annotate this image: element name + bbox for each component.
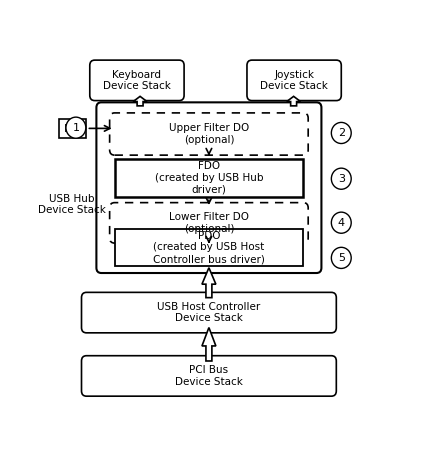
Bar: [137, 101, 143, 106]
FancyBboxPatch shape: [246, 60, 340, 101]
Circle shape: [66, 117, 86, 138]
Bar: [205, 344, 211, 361]
FancyBboxPatch shape: [81, 356, 336, 396]
Text: Upper Filter DO
(optional): Upper Filter DO (optional): [168, 123, 248, 145]
Text: PDO
(created by USB Host
Controller bus driver): PDO (created by USB Host Controller bus …: [153, 231, 264, 264]
Bar: [205, 282, 211, 298]
Text: 1: 1: [72, 122, 79, 133]
Circle shape: [331, 212, 351, 233]
Text: FDO
(created by USB Hub
driver): FDO (created by USB Hub driver): [154, 161, 262, 195]
Text: 4: 4: [337, 218, 344, 228]
Text: USB Hub
Device Stack: USB Hub Device Stack: [37, 194, 105, 215]
FancyArrow shape: [133, 96, 147, 106]
FancyBboxPatch shape: [89, 60, 184, 101]
Text: IRP: IRP: [64, 123, 82, 133]
FancyBboxPatch shape: [109, 113, 308, 155]
Circle shape: [331, 247, 351, 268]
FancyBboxPatch shape: [96, 102, 321, 273]
FancyArrow shape: [286, 96, 300, 106]
FancyBboxPatch shape: [109, 202, 308, 243]
Circle shape: [331, 122, 351, 143]
Text: 2: 2: [337, 128, 344, 138]
Text: PCI Bus
Device Stack: PCI Bus Device Stack: [175, 365, 242, 387]
FancyBboxPatch shape: [81, 292, 336, 333]
FancyArrow shape: [201, 328, 216, 361]
Bar: [59, 119, 86, 138]
Circle shape: [331, 168, 351, 189]
FancyArrow shape: [201, 268, 216, 298]
Text: Keyboard
Device Stack: Keyboard Device Stack: [103, 69, 170, 91]
Text: 3: 3: [337, 174, 344, 184]
Text: Lower Filter DO
(optional): Lower Filter DO (optional): [169, 212, 248, 234]
Bar: [290, 101, 296, 106]
Text: USB Host Controller
Device Stack: USB Host Controller Device Stack: [157, 302, 260, 324]
Bar: [114, 229, 302, 266]
Bar: [114, 159, 302, 197]
Text: 5: 5: [337, 253, 344, 263]
Text: Joystick
Device Stack: Joystick Device Stack: [259, 69, 327, 91]
